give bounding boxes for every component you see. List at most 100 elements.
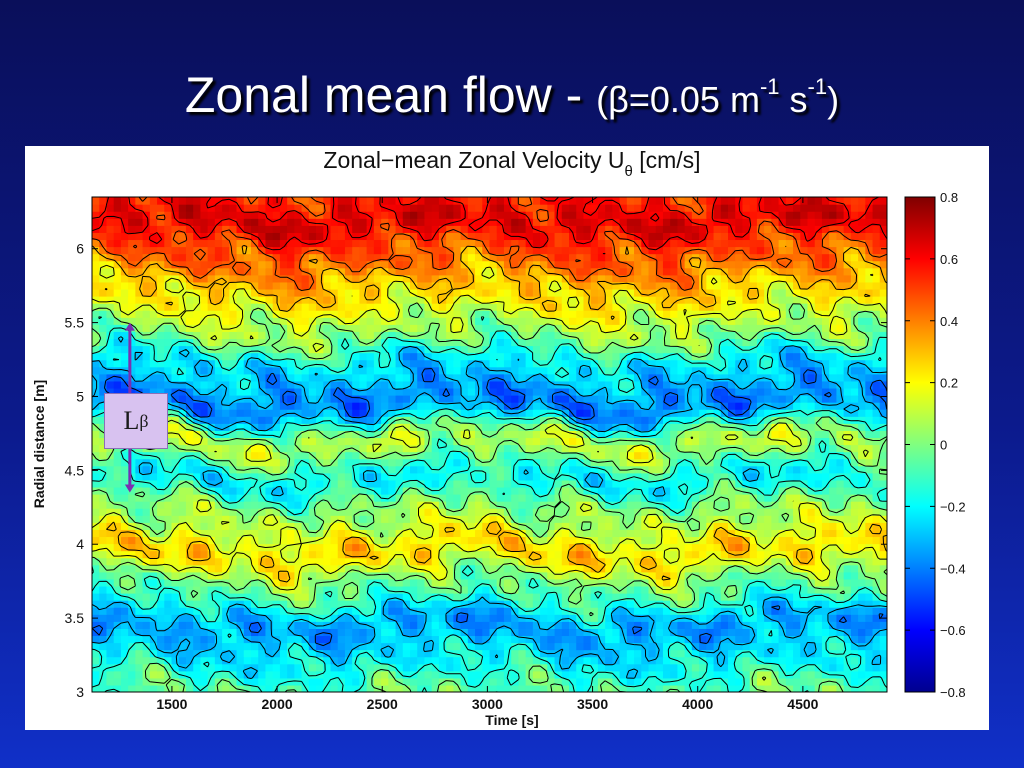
heatmap-cell — [764, 564, 772, 573]
heatmap-cell — [251, 550, 259, 559]
heatmap-cell — [814, 508, 823, 516]
heatmap-cell — [821, 515, 830, 523]
heatmap-cell — [807, 387, 816, 396]
heatmap-cell — [706, 387, 715, 396]
heatmap-cell — [814, 380, 823, 389]
heatmap-cell — [713, 684, 722, 692]
heatmap-cell — [272, 501, 281, 509]
heatmap-cell — [272, 543, 281, 552]
heatmap-cell — [634, 515, 642, 523]
heatmap-cell — [417, 600, 426, 608]
heatmap-cell — [554, 670, 563, 679]
heatmap-cell — [323, 508, 332, 516]
heatmap-cell — [800, 486, 809, 495]
heatmap-cell — [395, 451, 404, 460]
heatmap-cell — [655, 402, 664, 410]
heatmap-cell — [251, 395, 259, 403]
heatmap-cell — [373, 494, 382, 502]
heatmap-cell — [344, 628, 353, 637]
heatmap-cell — [648, 614, 657, 622]
heatmap-cell — [381, 670, 389, 679]
heatmap-cell — [807, 515, 816, 523]
heatmap-cell — [612, 663, 621, 672]
heatmap-cell — [713, 614, 722, 622]
heatmap-cell — [836, 416, 845, 424]
heatmap-cell — [258, 684, 267, 692]
heatmap-cell — [850, 522, 859, 530]
heatmap-cell — [814, 642, 823, 651]
heatmap-cell — [590, 522, 599, 530]
heatmap-cell — [475, 550, 483, 559]
heatmap-cell — [872, 416, 881, 424]
heatmap-cell — [554, 437, 563, 446]
heatmap-cell — [569, 571, 577, 580]
heatmap-cell — [843, 635, 852, 644]
heatmap-cell — [829, 423, 838, 431]
heatmap-cell — [561, 635, 570, 644]
heatmap-cell — [879, 585, 887, 594]
heatmap-cell — [879, 684, 887, 692]
heatmap-cell — [164, 642, 173, 651]
heatmap-cell — [865, 501, 874, 509]
heatmap-cell — [749, 373, 758, 382]
heatmap-cell — [778, 649, 787, 658]
heatmap-cell — [287, 380, 295, 389]
heatmap-cell — [388, 585, 397, 594]
heatmap-cell — [735, 684, 744, 692]
heatmap-cell — [279, 501, 288, 509]
heatmap-cell — [496, 543, 505, 552]
heatmap-cell — [229, 621, 238, 629]
heatmap-cell — [590, 387, 599, 396]
heatmap-cell — [316, 451, 324, 460]
heatmap-cell — [222, 501, 230, 509]
heatmap-cell — [185, 578, 194, 587]
heatmap-cell — [424, 635, 433, 644]
heatmap-cell — [785, 649, 794, 658]
heatmap-cell — [301, 486, 310, 495]
heatmap-cell — [648, 621, 657, 629]
heatmap-cell — [590, 458, 599, 467]
heatmap-cell — [850, 387, 859, 396]
heatmap-cell — [503, 607, 512, 615]
heatmap-cell — [388, 479, 397, 488]
heatmap-cell — [511, 670, 520, 679]
heatmap-cell — [684, 564, 693, 573]
heatmap-cell — [214, 451, 223, 460]
heatmap-cell — [583, 614, 592, 622]
heatmap-cell — [503, 395, 512, 403]
heatmap-cell — [785, 395, 794, 403]
heatmap-cell — [438, 585, 447, 594]
heatmap-cell — [222, 373, 230, 382]
heatmap-cell — [373, 529, 382, 538]
heatmap-cell — [337, 486, 346, 495]
heatmap-cell — [807, 380, 816, 389]
heatmap-cell — [200, 585, 209, 594]
heatmap-cell — [222, 423, 230, 431]
heatmap-cell — [410, 451, 418, 460]
heatmap-cell — [720, 550, 729, 559]
heatmap-cell — [764, 430, 772, 439]
heatmap-cell — [518, 684, 527, 692]
heatmap-cell — [178, 585, 187, 594]
heatmap-cell — [540, 600, 548, 608]
heatmap-cell — [185, 607, 194, 615]
heatmap-cell — [402, 536, 411, 545]
heatmap-cell — [503, 571, 512, 580]
heatmap-cell — [251, 614, 259, 622]
heatmap-cell — [178, 366, 187, 375]
heatmap-cell — [597, 472, 606, 481]
heatmap-cell — [612, 578, 621, 587]
heatmap-cell — [106, 585, 115, 594]
heatmap-cell — [149, 536, 158, 545]
heatmap-cell — [807, 486, 816, 495]
heatmap-cell — [352, 409, 361, 417]
heatmap-cell — [142, 486, 151, 495]
heatmap-cell — [460, 663, 469, 672]
heatmap-cell — [626, 402, 635, 410]
heatmap-cell — [597, 416, 606, 424]
heatmap-cell — [149, 465, 158, 474]
heatmap-cell — [728, 600, 736, 608]
heatmap-cell — [540, 515, 548, 523]
heatmap-cell — [229, 494, 238, 502]
heatmap-cell — [258, 444, 267, 453]
